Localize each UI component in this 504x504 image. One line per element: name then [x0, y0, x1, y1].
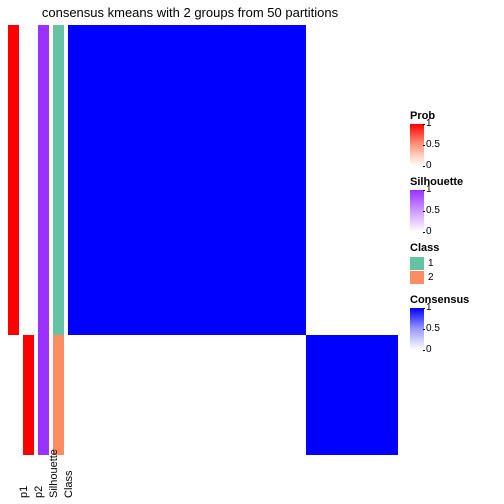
x-label: p1 [18, 486, 30, 498]
annotation-segment [53, 25, 64, 335]
legend-tick: 1 [426, 303, 432, 313]
legend-gradient [410, 190, 424, 232]
legend-group-consensus: Consensus10.50 [410, 294, 500, 350]
plot-area [8, 25, 398, 455]
legend-tick: 0 [426, 161, 432, 171]
legend-tick: 0.5 [426, 140, 440, 150]
legend-item: 2 [410, 270, 500, 284]
legend-group-silhouette: Silhouette10.50 [410, 176, 500, 232]
legend-tick: 0 [426, 345, 432, 355]
legend-title: Class [410, 242, 500, 254]
heatmap-block [306, 335, 398, 455]
legend-group-prob: Prob10.50 [410, 110, 500, 166]
legend-gradient [410, 124, 424, 166]
legend-title: Silhouette [410, 176, 500, 188]
legend-tick: 0.5 [426, 324, 440, 334]
annotation-segment [8, 25, 19, 335]
legend-swatch [410, 257, 424, 270]
annotation-segment [38, 25, 49, 455]
annotation-segment [8, 335, 19, 455]
legend-label: 1 [428, 258, 434, 269]
annotation-segment [23, 335, 34, 455]
annotation-bar-class [53, 25, 64, 455]
annotation-bar-silhouette [38, 25, 49, 455]
legend-title: Prob [410, 110, 500, 122]
legend-tick: 1 [426, 185, 432, 195]
page-title: consensus kmeans with 2 groups from 50 p… [0, 5, 380, 20]
legend-swatch [410, 271, 424, 284]
legends: Prob10.50Silhouette10.50Class12Consensus… [410, 110, 500, 360]
legend-item: 1 [410, 256, 500, 270]
x-label: p2 [33, 486, 45, 498]
annotation-bar-p1 [8, 25, 19, 455]
x-label: Silhouette [48, 449, 60, 498]
legend-tick: 0.5 [426, 206, 440, 216]
annotation-segment [53, 335, 64, 455]
legend-title: Consensus [410, 294, 500, 306]
x-label: Class [63, 470, 75, 498]
legend-label: 2 [428, 272, 434, 283]
annotation-bar-p2 [23, 25, 34, 455]
legend-group-class: Class 1 2 [410, 242, 500, 284]
x-axis-labels: p1p2SilhouetteClass [8, 460, 398, 504]
legend-gradient [410, 308, 424, 350]
heatmap-block [68, 25, 306, 335]
consensus-heatmap [68, 25, 398, 455]
annotation-segment [23, 25, 34, 335]
legend-tick: 1 [426, 119, 432, 129]
legend-tick: 0 [426, 227, 432, 237]
